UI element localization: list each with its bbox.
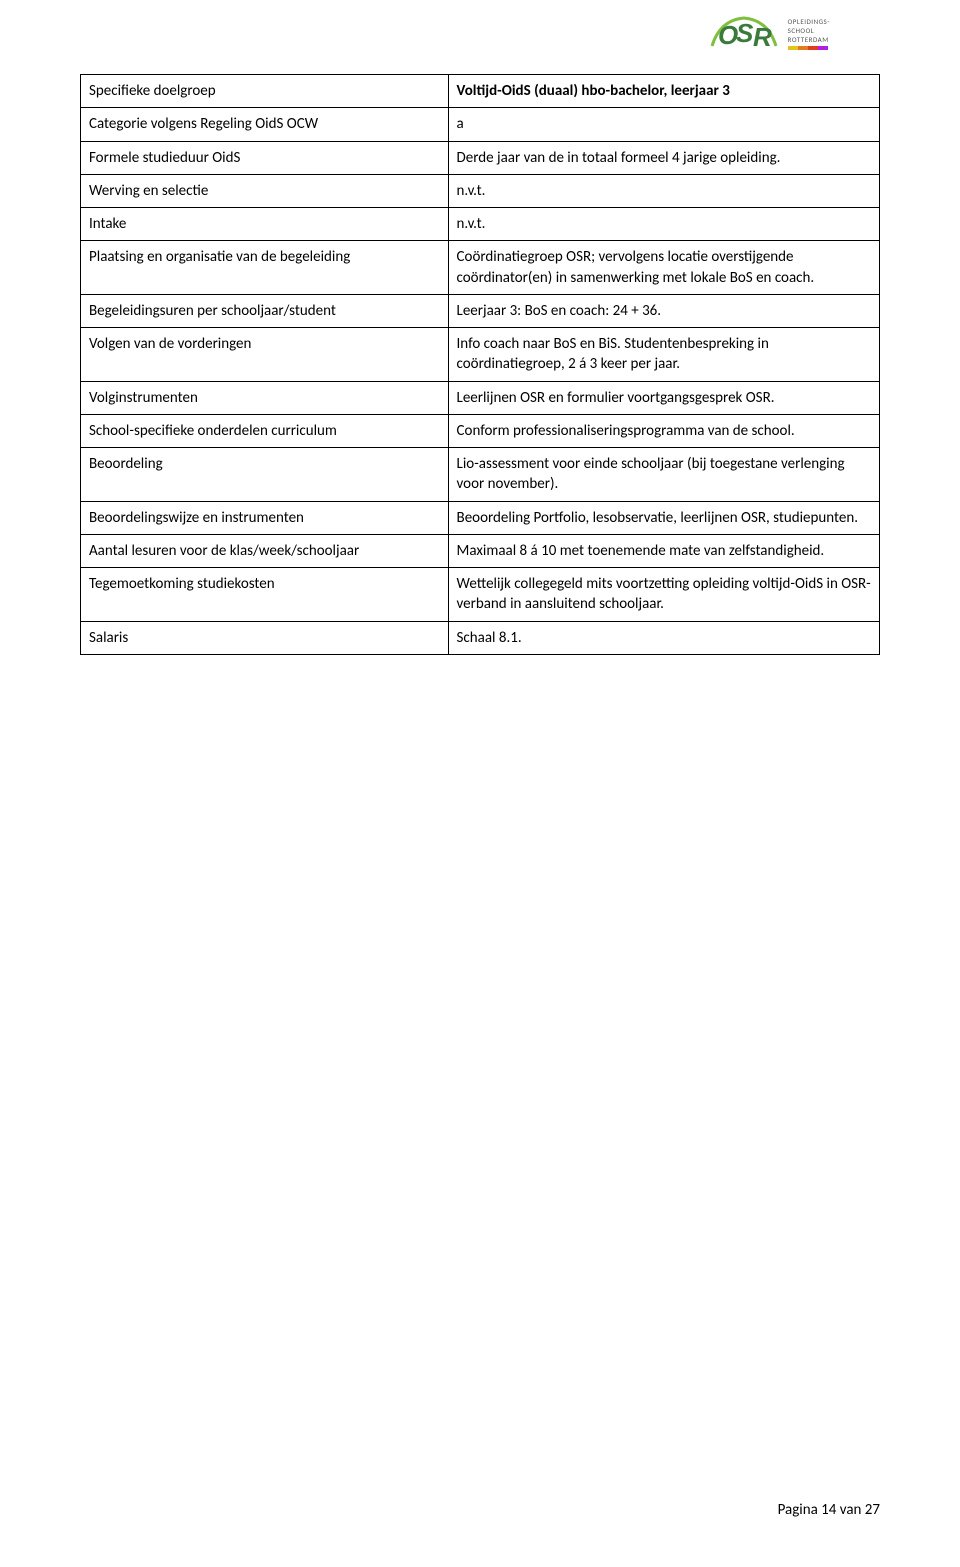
osr-logo-svg: O S R bbox=[710, 12, 778, 52]
table-cell-left: Werving en selectie bbox=[81, 174, 449, 207]
logo-sub2: SCHOOL bbox=[788, 26, 830, 35]
table-cell-left: Formele studieduur OidS bbox=[81, 141, 449, 174]
page-footer: Pagina 14 van 27 bbox=[778, 1501, 880, 1519]
table-row: BeoordelingLio-assessment voor einde sch… bbox=[81, 448, 880, 502]
table-cell-right: Conform professionaliseringsprogramma va… bbox=[448, 414, 879, 447]
table-cell-right: Maximaal 8 á 10 met toenemende mate van … bbox=[448, 534, 879, 567]
table-cell-left: Salaris bbox=[81, 621, 449, 654]
table-row: Intaken.v.t. bbox=[81, 208, 880, 241]
table-cell-right: Coördinatiegroep OSR; vervolgens locatie… bbox=[448, 241, 879, 295]
table-row: SalarisSchaal 8.1. bbox=[81, 621, 880, 654]
table-row: Werving en selectien.v.t. bbox=[81, 174, 880, 207]
table-row: VolginstrumentenLeerlijnen OSR en formul… bbox=[81, 381, 880, 414]
table-cell-left: Volginstrumenten bbox=[81, 381, 449, 414]
table-cell-right: n.v.t. bbox=[448, 208, 879, 241]
table-cell-left: Aantal lesuren voor de klas/week/schoolj… bbox=[81, 534, 449, 567]
table-cell-right: Info coach naar BoS en BiS. Studentenbes… bbox=[448, 328, 879, 382]
table-cell-right: Schaal 8.1. bbox=[448, 621, 879, 654]
table-row: Specifieke doelgroepVoltijd-OidS (duaal)… bbox=[81, 75, 880, 108]
table-cell-left: Begeleidingsuren per schooljaar/student bbox=[81, 294, 449, 327]
table-cell-left: Intake bbox=[81, 208, 449, 241]
table-row: Categorie volgens Regeling OidS OCWa bbox=[81, 108, 880, 141]
table-row: Formele studieduur OidSDerde jaar van de… bbox=[81, 141, 880, 174]
table-row: Aantal lesuren voor de klas/week/schoolj… bbox=[81, 534, 880, 567]
page-content: Specifieke doelgroepVoltijd-OidS (duaal)… bbox=[0, 0, 960, 655]
table-cell-right: Leerlijnen OSR en formulier voortgangsge… bbox=[448, 381, 879, 414]
document-table: Specifieke doelgroepVoltijd-OidS (duaal)… bbox=[80, 74, 880, 655]
table-cell-left: Categorie volgens Regeling OidS OCW bbox=[81, 108, 449, 141]
table-row: School-specifieke onderdelen curriculumC… bbox=[81, 414, 880, 447]
table-cell-left: Tegemoetkoming studiekosten bbox=[81, 568, 449, 622]
svg-text:R: R bbox=[753, 22, 772, 52]
table-row: Tegemoetkoming studiekostenWettelijk col… bbox=[81, 568, 880, 622]
table-cell-right: Lio-assessment voor einde schooljaar (bi… bbox=[448, 448, 879, 502]
table-cell-right: Wettelijk collegegeld mits voortzetting … bbox=[448, 568, 879, 622]
table-cell-right: Derde jaar van de in totaal formeel 4 ja… bbox=[448, 141, 879, 174]
table-row: Beoordelingswijze en instrumentenBeoorde… bbox=[81, 501, 880, 534]
table-cell-left: Specifieke doelgroep bbox=[81, 75, 449, 108]
table-cell-left: Beoordelingswijze en instrumenten bbox=[81, 501, 449, 534]
table-row: Plaatsing en organisatie van de begeleid… bbox=[81, 241, 880, 295]
table-cell-left: Volgen van de vorderingen bbox=[81, 328, 449, 382]
table-cell-right: Voltijd-OidS (duaal) hbo-bachelor, leerj… bbox=[448, 75, 879, 108]
osr-logo: O S R OPLEIDINGS- SCHOOL ROTTERDAM bbox=[710, 12, 900, 52]
table-cell-right: Leerjaar 3: BoS en coach: 24 + 36. bbox=[448, 294, 879, 327]
table-cell-right: n.v.t. bbox=[448, 174, 879, 207]
table-row: Volgen van de vorderingenInfo coach naar… bbox=[81, 328, 880, 382]
table-cell-left: Beoordeling bbox=[81, 448, 449, 502]
table-cell-left: Plaatsing en organisatie van de begeleid… bbox=[81, 241, 449, 295]
logo-sub1: OPLEIDINGS- bbox=[788, 17, 830, 26]
svg-text:S: S bbox=[736, 18, 754, 48]
table-cell-right: a bbox=[448, 108, 879, 141]
document-table-body: Specifieke doelgroepVoltijd-OidS (duaal)… bbox=[81, 75, 880, 655]
logo-sub3: ROTTERDAM bbox=[788, 35, 830, 44]
table-cell-left: School-specifieke onderdelen curriculum bbox=[81, 414, 449, 447]
table-row: Begeleidingsuren per schooljaar/studentL… bbox=[81, 294, 880, 327]
osr-logo-text: OPLEIDINGS- SCHOOL ROTTERDAM bbox=[788, 17, 830, 52]
table-cell-right: Beoordeling Portfolio, lesobservatie, le… bbox=[448, 501, 879, 534]
logo-stripes bbox=[788, 44, 830, 52]
